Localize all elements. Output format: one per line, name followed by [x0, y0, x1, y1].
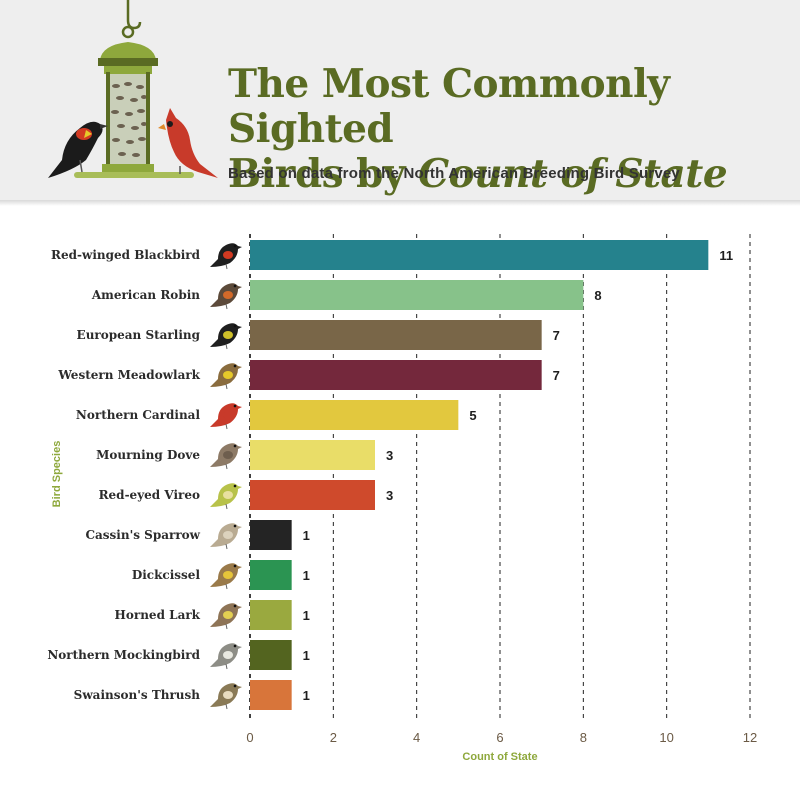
- bar: [250, 680, 292, 710]
- bar: [250, 280, 584, 310]
- chart-gridlines: [249, 234, 751, 722]
- bar-row: European Starling 7: [77, 320, 560, 350]
- bar-row: Dickcissel 1: [132, 560, 310, 590]
- northern-cardinal-icon: [210, 403, 242, 430]
- bar: [250, 520, 292, 550]
- bar-row: Red-eyed Vireo 3: [99, 480, 393, 510]
- northern-mockingbird-icon: [210, 643, 242, 670]
- red-winged-blackbird-icon: [210, 243, 242, 270]
- bar: [250, 560, 292, 590]
- category-label: Swainson's Thrush: [74, 688, 201, 702]
- category-label: Red-eyed Vireo: [99, 488, 200, 502]
- bar: [250, 440, 375, 470]
- y-axis-title: Bird Species: [51, 441, 63, 508]
- feeder-hook-icon: [121, 0, 142, 39]
- red-eyed-vireo-icon: [210, 483, 242, 510]
- bar-row: American Robin 8: [91, 280, 602, 310]
- title-line-1: The Most Commonly Sighted: [228, 61, 670, 152]
- x-tick-label: 8: [580, 730, 587, 745]
- category-label: Mourning Dove: [96, 448, 200, 462]
- category-label: Western Meadowlark: [57, 368, 200, 382]
- bar-row: Horned Lark 1: [115, 600, 310, 630]
- american-robin-icon: [210, 283, 242, 310]
- cardinal-perched-icon: [158, 108, 218, 178]
- western-meadowlark-icon: [210, 363, 242, 390]
- x-tick-label: 2: [330, 730, 337, 745]
- category-label: Dickcissel: [132, 568, 201, 582]
- page-title: The Most Commonly Sighted Birds by Count…: [228, 62, 800, 197]
- value-label: 7: [553, 368, 560, 383]
- header-divider: [0, 200, 800, 206]
- x-tick-label: 4: [413, 730, 420, 745]
- bar-row: Cassin's Sparrow 1: [85, 520, 310, 550]
- title-line-2-plain: Birds by: [228, 151, 419, 197]
- european-starling-icon: [210, 323, 242, 350]
- bar: [250, 360, 542, 390]
- value-label: 3: [386, 488, 393, 503]
- bar-row: Red-winged Blackbird 11: [51, 240, 733, 270]
- value-label: 7: [553, 328, 560, 343]
- bar: [250, 480, 375, 510]
- value-label: 5: [469, 408, 476, 423]
- category-label: American Robin: [91, 288, 200, 302]
- bar-row: Mourning Dove 3: [96, 440, 393, 470]
- x-axis-title: Count of State: [462, 751, 537, 763]
- bar: [250, 640, 292, 670]
- page-subtitle: Based on data from the North American Br…: [228, 165, 680, 182]
- value-label: 1: [303, 568, 310, 583]
- value-label: 11: [719, 248, 733, 263]
- bar-row: Northern Mockingbird 1: [47, 640, 310, 670]
- swainsons-thrush-icon: [210, 683, 242, 710]
- bar: [250, 400, 459, 430]
- blackbird-perched-icon: [48, 121, 108, 178]
- x-tick-label: 12: [743, 730, 757, 745]
- bar: [250, 600, 292, 630]
- bird-feeder-illustration: [48, 0, 218, 178]
- x-tick-label: 10: [659, 730, 673, 745]
- value-label: 1: [303, 608, 310, 623]
- category-label: Red-winged Blackbird: [51, 248, 201, 262]
- category-label: European Starling: [77, 328, 201, 342]
- category-label: Northern Mockingbird: [47, 648, 200, 662]
- value-label: 8: [594, 288, 601, 303]
- title-line-2-italic: Count of State: [418, 151, 728, 197]
- bar-row: Western Meadowlark 7: [57, 360, 560, 390]
- x-tick-label: 6: [496, 730, 503, 745]
- value-label: 1: [303, 648, 310, 663]
- horned-lark-icon: [210, 603, 242, 630]
- mourning-dove-icon: [210, 443, 242, 470]
- bar: [250, 240, 709, 270]
- category-label: Horned Lark: [115, 608, 201, 622]
- feeder-icon: [74, 42, 194, 178]
- cassins-sparrow-icon: [210, 523, 242, 550]
- bar-row: Swainson's Thrush 1: [74, 680, 310, 710]
- value-label: 3: [386, 448, 393, 463]
- dickcissel-icon: [210, 563, 242, 590]
- bar-row: Northern Cardinal 5: [76, 400, 477, 430]
- value-label: 1: [303, 688, 310, 703]
- x-axis-ticks: 0 2 4 6 8 10 12: [246, 730, 757, 745]
- category-label: Cassin's Sparrow: [85, 528, 200, 542]
- value-label: 1: [303, 528, 310, 543]
- x-tick-label: 0: [246, 730, 253, 745]
- category-label: Northern Cardinal: [76, 408, 201, 422]
- bar: [250, 320, 542, 350]
